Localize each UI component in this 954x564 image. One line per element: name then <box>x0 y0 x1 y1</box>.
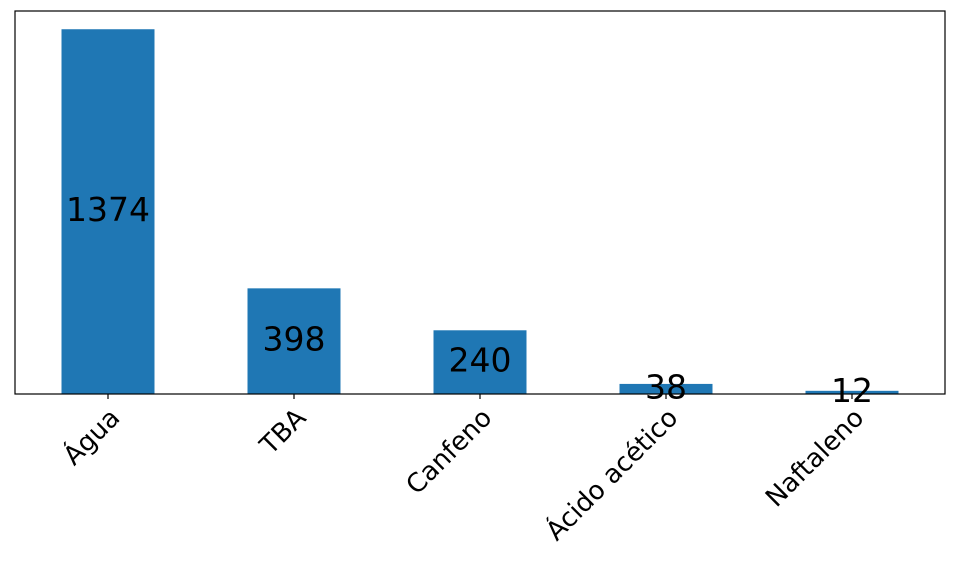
data-label-3: 38 <box>645 367 687 406</box>
bar-2 <box>433 330 527 394</box>
data-label-2: 240 <box>449 341 512 380</box>
bar-0 <box>61 29 155 394</box>
x-tick-label-4: Naftaleno <box>760 403 870 513</box>
bars-layer <box>61 29 899 394</box>
x-tick-label-3: Ácido acético <box>539 402 684 547</box>
x-tick-label-1: TBA <box>254 403 312 461</box>
bar-1 <box>247 288 341 394</box>
data-label-1: 398 <box>263 320 326 359</box>
x-axis-ticks: Água TBA Canfeno Ácido acético Naftaleno <box>56 394 870 547</box>
bar-4 <box>805 390 899 394</box>
data-labels-layer: 1374 398 240 38 12 <box>66 190 873 410</box>
x-tick-label-0: Água <box>56 402 126 472</box>
bar-3 <box>619 383 713 394</box>
x-tick-label-2: Canfeno <box>401 403 499 501</box>
data-label-4: 12 <box>831 371 873 410</box>
data-label-0: 1374 <box>66 190 150 229</box>
